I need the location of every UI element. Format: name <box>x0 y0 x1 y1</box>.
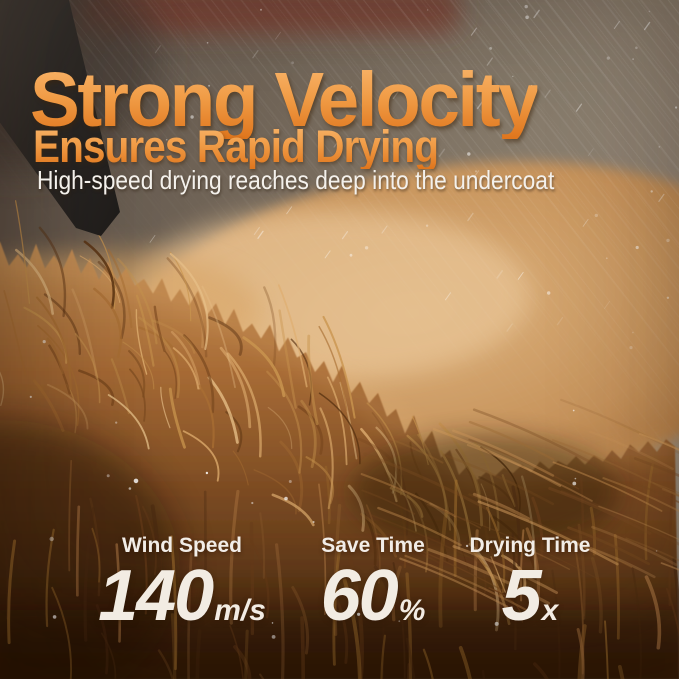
description-text: High-speed drying reaches deep into the … <box>37 165 555 195</box>
bottom-darkening <box>0 610 679 679</box>
bottom-fur-strands <box>1 398 679 679</box>
spray-droplets <box>149 4 678 350</box>
headline: Strong Velocity <box>30 56 540 143</box>
fur-dip-shadow <box>350 434 620 550</box>
water-sparkles <box>29 340 658 639</box>
subheadline: Ensures Rapid Drying <box>33 121 439 173</box>
background-blur-band <box>80 0 460 34</box>
